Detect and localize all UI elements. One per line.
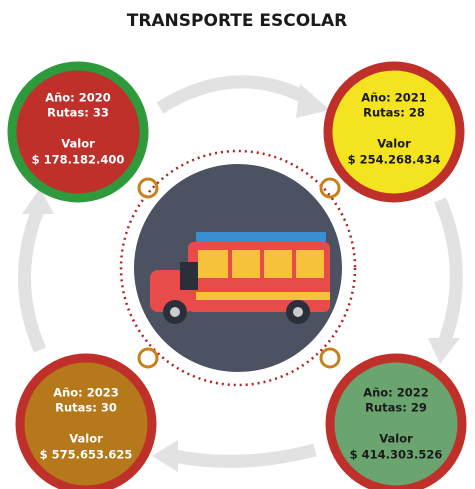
node-value-title: Valor [69, 432, 103, 446]
node-year: Año: 2020 [45, 91, 111, 105]
title: TRANSPORTE ESCOLAR [127, 11, 348, 31]
infographic: TRANSPORTE ESCOLAR Año: 2020 Rutas: 33 V… [0, 0, 475, 489]
node-routes: Rutas: 29 [365, 401, 427, 415]
node-value: $ 254.268.434 [348, 153, 441, 167]
node-routes: Rutas: 33 [47, 106, 109, 120]
node-value: $ 414.303.526 [350, 448, 443, 462]
node-value-title: Valor [379, 432, 413, 446]
node-year: Año: 2022 [363, 386, 429, 400]
node-value-title: Valor [377, 137, 411, 151]
node-value: $ 575.653.625 [40, 448, 133, 462]
node-value: $ 178.182.400 [32, 153, 125, 167]
page: TRANSPORTE ESCOLAR Año: 2020 Rutas: 33 V… [0, 0, 475, 489]
node-circle [12, 66, 144, 198]
node-circle [20, 358, 152, 489]
node-year: Año: 2021 [361, 91, 427, 105]
node-value-title: Valor [61, 137, 95, 151]
node-circle [330, 358, 462, 489]
node-circle [328, 66, 460, 198]
node-routes: Rutas: 28 [363, 106, 425, 120]
node-year: Año: 2023 [53, 386, 119, 400]
node-routes: Rutas: 30 [55, 401, 117, 415]
